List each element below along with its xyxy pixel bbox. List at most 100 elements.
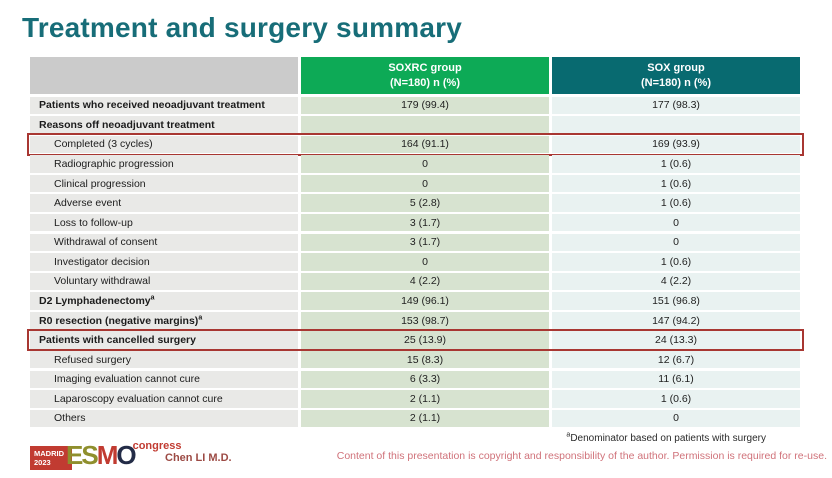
row-label: Adverse event <box>54 197 122 210</box>
table-footnote: aDenominator based on patients with surg… <box>566 431 766 444</box>
footnote-text: Denominator based on patients with surge… <box>570 433 766 444</box>
madrid-2023-badge: MADRID 2023 <box>30 446 72 470</box>
table-row: Voluntary withdrawal 4 (2.2) 4 (2.2) <box>30 272 800 291</box>
row-label: Radiographic progression <box>54 157 174 170</box>
sox-group-n: (N=180) n (%) <box>641 76 711 89</box>
soxrc-value: 3 (1.7) <box>301 233 549 251</box>
table-row: Completed (3 cycles) 164 (91.1) 169 (93.… <box>27 132 804 157</box>
sox-value: 1 (0.6) <box>552 390 800 408</box>
row-label: Laparoscopy evaluation cannot cure <box>54 392 223 405</box>
table-body: Patients who received neoadjuvant treatm… <box>27 96 804 428</box>
sox-value: 1 (0.6) <box>552 174 800 193</box>
table-row: Others 2 (1.1) 0 <box>30 409 800 428</box>
soxrc-value: 0 <box>301 155 549 173</box>
copyright-notice: Content of this presentation is copyrigh… <box>336 450 827 462</box>
row-label: Reasons off neoadjuvant treatment <box>39 118 215 131</box>
soxrc-value: 0 <box>301 253 549 271</box>
row-label-cell: Voluntary withdrawal <box>30 272 298 291</box>
row-label: Withdrawal of consent <box>54 236 158 249</box>
esmo-congress-logo: MADRID 2023 ESMO congress <box>30 440 182 470</box>
soxrc-value: 4 (2.2) <box>301 272 549 291</box>
row-label: Others <box>54 412 86 425</box>
sox-value: 4 (2.2) <box>552 272 800 291</box>
table-row: D2 Lymphadenectomya 149 (96.1) 151 (96.8… <box>30 292 800 310</box>
row-label-cell: Others <box>30 409 298 428</box>
row-label-cell: D2 Lymphadenectomya <box>30 292 298 310</box>
row-label: Clinical progression <box>54 177 146 190</box>
soxrc-value: 5 (2.8) <box>301 194 549 212</box>
table-row: Imaging evaluation cannot cure 6 (3.3) 1… <box>30 370 800 388</box>
slide-title: Treatment and surgery summary <box>22 12 462 43</box>
row-label: Patients who received neoadjuvant treatm… <box>39 99 265 112</box>
row-label-cell: Refused surgery <box>30 351 298 369</box>
table-row: Laparoscopy evaluation cannot cure 2 (1.… <box>30 390 800 408</box>
row-label-cell: Investigator decision <box>30 253 298 271</box>
soxrc-value: 15 (8.3) <box>301 351 549 369</box>
row-label-cell: Clinical progression <box>30 174 298 193</box>
footnote-superscript: a <box>566 431 571 439</box>
row-label-cell: Adverse event <box>30 194 298 212</box>
sox-value: 177 (98.3) <box>552 96 800 114</box>
presenter-name: Chen LI M.D. <box>165 452 232 464</box>
sox-value: 0 <box>552 409 800 428</box>
soxrc-group-name: SOXRC group <box>388 62 462 75</box>
soxrc-value: 164 (91.1) <box>301 135 549 154</box>
table-row: Patients who received neoadjuvant treatm… <box>30 96 800 114</box>
row-label-cell: Withdrawal of consent <box>30 233 298 251</box>
esmo-wordmark: ESMO <box>66 440 137 470</box>
sox-value: 1 (0.6) <box>552 253 800 271</box>
row-label-cell: Imaging evaluation cannot cure <box>30 370 298 388</box>
esmo-letter-m: M <box>96 440 119 470</box>
row-label-cell: Patients who received neoadjuvant treatm… <box>30 96 298 114</box>
sox-value: 0 <box>552 213 800 232</box>
row-label-cell: Reasons off neoadjuvant treatment <box>30 116 298 134</box>
table-row: R0 resection (negative margins)a 153 (98… <box>30 311 800 330</box>
row-label-cell: Completed (3 cycles) <box>30 135 298 154</box>
summary-table: SOXRC group (N=180) n (%) SOX group (N=1… <box>27 57 804 429</box>
logo-year: 2023 <box>34 458 51 467</box>
sox-value: 1 (0.6) <box>552 155 800 173</box>
sox-value: 147 (94.2) <box>552 311 800 330</box>
table-header-row: SOXRC group (N=180) n (%) SOX group (N=1… <box>30 57 800 94</box>
soxrc-group-header: SOXRC group (N=180) n (%) <box>301 57 549 94</box>
soxrc-value: 179 (99.4) <box>301 96 549 114</box>
table-row: Loss to follow-up 3 (1.7) 0 <box>30 213 800 232</box>
congress-label: congress <box>132 440 182 452</box>
soxrc-value: 3 (1.7) <box>301 213 549 232</box>
sox-value: 24 (13.3) <box>552 331 800 349</box>
table-row: Reasons off neoadjuvant treatment <box>30 116 800 134</box>
sox-value <box>552 116 800 134</box>
row-label: Voluntary withdrawal <box>54 275 151 288</box>
row-label-cell: Patients with cancelled surgery <box>30 331 298 349</box>
row-label-cell: R0 resection (negative margins)a <box>30 311 298 330</box>
table-row: Adverse event 5 (2.8) 1 (0.6) <box>30 194 800 212</box>
sox-value: 12 (6.7) <box>552 351 800 369</box>
table-row: Refused surgery 15 (8.3) 12 (6.7) <box>30 351 800 369</box>
soxrc-value: 149 (96.1) <box>301 292 549 310</box>
sox-group-name: SOX group <box>647 62 705 75</box>
table-row: Investigator decision 0 1 (0.6) <box>30 253 800 271</box>
sox-value: 151 (96.8) <box>552 292 800 310</box>
table-row: Radiographic progression 0 1 (0.6) <box>30 155 800 173</box>
row-label: Completed (3 cycles) <box>54 138 153 151</box>
table-row: Patients with cancelled surgery 25 (13.9… <box>27 328 804 352</box>
row-label-cell: Radiographic progression <box>30 155 298 173</box>
row-label: Patients with cancelled surgery <box>39 334 196 347</box>
row-label: D2 Lymphadenectomya <box>39 294 155 307</box>
sox-value: 0 <box>552 233 800 251</box>
row-label: R0 resection (negative margins)a <box>39 314 203 327</box>
logo-city: MADRID <box>34 449 64 458</box>
header-empty-cell <box>30 57 298 94</box>
table-row: Clinical progression 0 1 (0.6) <box>30 174 800 193</box>
soxrc-group-n: (N=180) n (%) <box>390 76 460 89</box>
row-label: Investigator decision <box>54 255 150 268</box>
soxrc-value: 2 (1.1) <box>301 390 549 408</box>
sox-value: 1 (0.6) <box>552 194 800 212</box>
soxrc-value: 25 (13.9) <box>301 331 549 349</box>
esmo-letters-es: ES <box>66 440 99 470</box>
esmo-letter-o: O <box>116 440 136 470</box>
row-label: Refused surgery <box>54 353 132 366</box>
soxrc-value: 2 (1.1) <box>301 409 549 428</box>
table-row: Withdrawal of consent 3 (1.7) 0 <box>30 233 800 251</box>
row-label: Loss to follow-up <box>54 216 133 229</box>
